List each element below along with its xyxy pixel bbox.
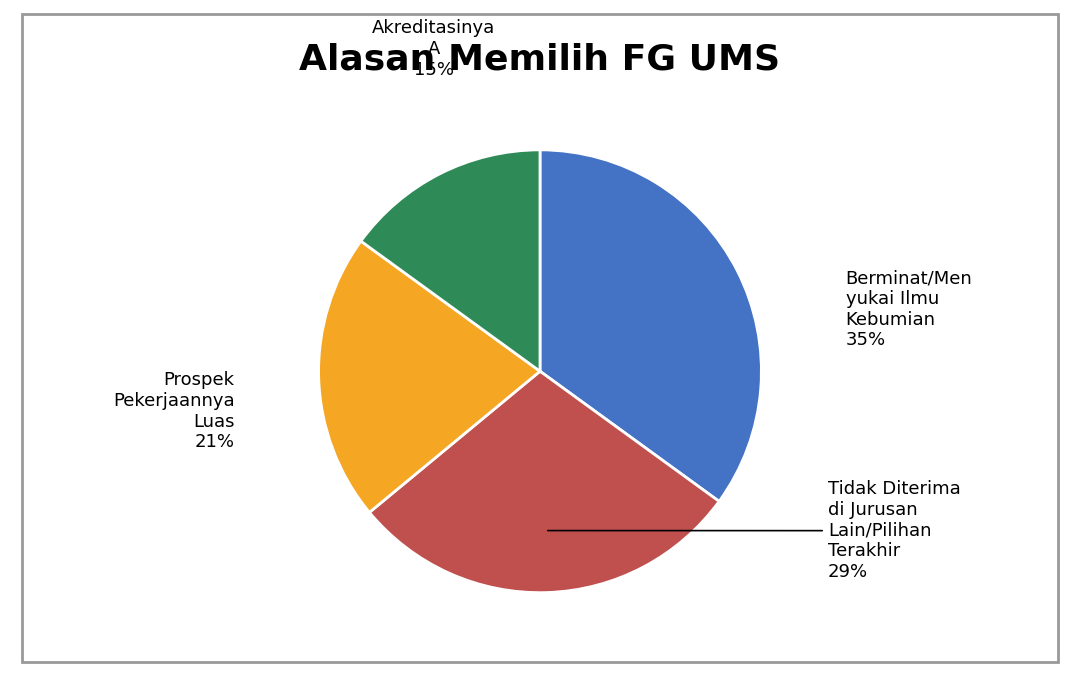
Text: Tidak Diterima
di Jurusan
Lain/Pilihan
Terakhir
29%: Tidak Diterima di Jurusan Lain/Pilihan T… bbox=[548, 480, 960, 581]
Text: Berminat/Men
yukai Ilmu
Kebumian
35%: Berminat/Men yukai Ilmu Kebumian 35% bbox=[846, 269, 972, 350]
Wedge shape bbox=[369, 371, 719, 593]
Wedge shape bbox=[361, 150, 540, 371]
Wedge shape bbox=[319, 241, 540, 512]
Text: Akreditasinya
A
15%: Akreditasinya A 15% bbox=[373, 20, 496, 79]
Text: Prospek
Pekerjaannya
Luas
21%: Prospek Pekerjaannya Luas 21% bbox=[112, 371, 234, 452]
Title: Alasan Memilih FG UMS: Alasan Memilih FG UMS bbox=[299, 43, 781, 76]
Wedge shape bbox=[540, 150, 761, 502]
